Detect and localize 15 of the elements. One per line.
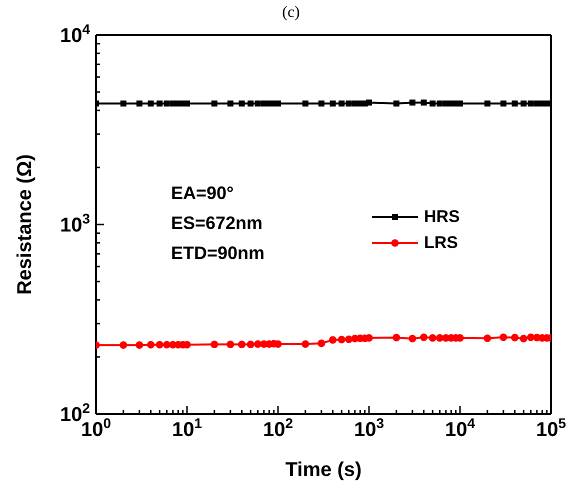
annotation: ES=672nm — [171, 213, 263, 234]
legend-label: HRS — [424, 207, 460, 227]
annotation: EA=90° — [171, 183, 234, 204]
x-tick-label: 10$^{1}$ — [172, 415, 202, 441]
annotation: ETD=90nm — [171, 243, 265, 264]
x-tick-label: 10$^{3}$ — [354, 415, 384, 441]
y-axis-title: Resistance (Ω) — [14, 154, 36, 295]
y-tick-label: 10$^{4}$ — [60, 21, 90, 47]
legend-label: LRS — [424, 233, 458, 253]
y-tick-label: 10$^{3}$ — [60, 210, 90, 236]
chart-title: (c) — [281, 4, 301, 22]
x-tick-label: 10$^{2}$ — [262, 415, 294, 441]
x-tick-label: 10$^{4}$ — [444, 415, 476, 441]
x-axis-title: Time (s) — [285, 459, 362, 481]
x-tick-label: 10$^{5}$ — [536, 415, 566, 441]
